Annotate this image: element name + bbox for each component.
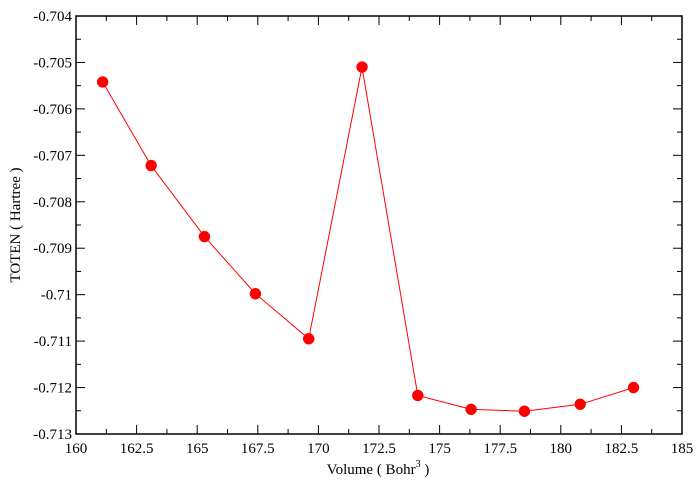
plot-border xyxy=(75,15,683,435)
y-tick-label: -0.71 xyxy=(41,288,72,304)
x-tick-label: 175 xyxy=(428,441,451,457)
x-tick-label: 170 xyxy=(307,441,330,457)
y-tick-label: -0.709 xyxy=(33,241,72,257)
y-tick-label: -0.708 xyxy=(33,195,72,211)
y-tick-label: -0.707 xyxy=(33,148,72,164)
x-tick-label: 182.5 xyxy=(605,441,639,457)
x-tick-label: 177.5 xyxy=(483,441,517,457)
x-tick-label: 185 xyxy=(671,441,694,457)
x-axis-label: Volume ( Bohr3 ) xyxy=(327,459,430,478)
x-tick-label: 167.5 xyxy=(241,441,275,457)
data-point xyxy=(356,61,368,73)
y-tick-label: -0.712 xyxy=(33,381,72,397)
data-point xyxy=(465,403,477,416)
data-point xyxy=(518,405,531,417)
x-tick-label: 160 xyxy=(65,441,88,457)
series-layer xyxy=(96,61,640,417)
x-tick-label: 165 xyxy=(186,441,209,457)
data-point xyxy=(249,287,262,300)
data-point xyxy=(302,333,315,345)
y-tick-label: -0.711 xyxy=(34,334,72,350)
series-line xyxy=(102,67,634,412)
x-tick-label: 180 xyxy=(550,441,573,457)
x-tick-label: 162.5 xyxy=(120,441,154,457)
y-axis-label: TOTEN ( Hartree ) xyxy=(8,167,24,282)
data-point xyxy=(627,381,640,394)
x-axis: 160 162.5 165 167.5 170 172.5 175 177.5 180 182.5… xyxy=(65,16,694,457)
y-axis: -0.704 -0.705 -0.706 -0.707 -0.708 -0.709 -0.7… xyxy=(33,9,682,443)
data-point xyxy=(198,230,211,243)
data-point xyxy=(145,159,157,172)
data-point xyxy=(574,398,586,411)
x-tick-label: 172.5 xyxy=(362,441,396,457)
y-tick-label: -0.713 xyxy=(33,427,72,443)
data-point xyxy=(96,76,109,88)
x-axis-label-superscript: 3 xyxy=(416,459,421,470)
data-point xyxy=(412,389,424,402)
plot-frame xyxy=(75,15,683,435)
y-tick-label: -0.705 xyxy=(33,55,72,71)
y-tick-label: -0.706 xyxy=(33,102,72,118)
y-tick-label: -0.704 xyxy=(33,9,72,25)
